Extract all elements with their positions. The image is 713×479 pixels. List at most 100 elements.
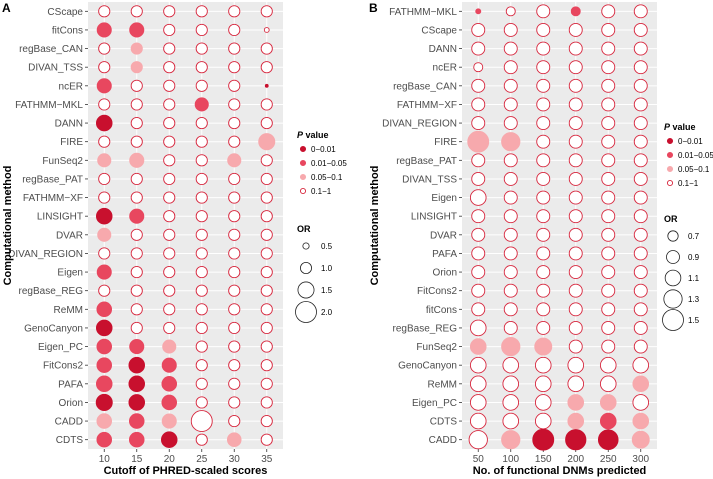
p-legend-title: P value — [297, 130, 329, 140]
data-point — [130, 266, 143, 279]
data-point — [96, 264, 112, 280]
p-legend-label: 0.1−1 — [678, 179, 699, 188]
data-point — [129, 208, 145, 224]
data-point — [501, 132, 521, 152]
data-point — [161, 357, 177, 373]
data-point — [471, 227, 486, 242]
y-axis-title: Computational method — [369, 166, 381, 286]
or-legend-label: 1.3 — [688, 295, 700, 304]
data-point — [195, 228, 208, 241]
y-tick-label: FIRE — [434, 137, 457, 148]
or-legend-label: 2.0 — [321, 308, 333, 317]
data-point — [228, 396, 241, 409]
data-point — [98, 284, 111, 297]
y-tick-label: FATHMM−MKL — [15, 100, 83, 111]
data-point — [95, 319, 113, 337]
data-point — [195, 303, 208, 316]
data-point — [568, 134, 583, 149]
data-point — [260, 5, 273, 18]
y-tick-label: FATHMM−MKL — [389, 7, 457, 18]
data-point — [467, 130, 490, 153]
data-point — [633, 190, 648, 205]
data-point — [568, 209, 583, 224]
data-point — [161, 413, 177, 429]
data-point — [633, 209, 648, 224]
data-point — [536, 78, 551, 93]
data-point — [195, 117, 208, 130]
data-point — [96, 338, 113, 355]
y-tick-label: ncER — [433, 63, 457, 74]
data-point — [568, 283, 583, 298]
data-point — [501, 430, 521, 450]
p-legend-key — [666, 151, 674, 159]
y-tick-label: PAFA — [58, 379, 83, 390]
x-tick-label: 15 — [131, 454, 143, 465]
data-point — [228, 98, 241, 111]
data-point — [163, 266, 176, 279]
data-point — [633, 97, 648, 112]
data-point — [633, 171, 648, 186]
y-tick-label: Eigen — [431, 193, 457, 204]
data-point — [597, 429, 619, 450]
data-point — [568, 78, 583, 93]
data-point — [471, 41, 486, 56]
data-point — [130, 61, 143, 74]
data-point — [130, 321, 143, 334]
data-point — [599, 356, 617, 374]
data-point — [195, 23, 208, 36]
y-tick-label: regBase_PAT — [396, 156, 457, 167]
data-point — [260, 415, 273, 428]
data-point — [162, 339, 177, 354]
data-point — [258, 133, 276, 151]
x-tick-label: 300 — [632, 454, 649, 465]
data-point — [163, 61, 176, 74]
data-point — [98, 135, 111, 148]
data-point — [128, 413, 145, 429]
y-tick-label: LINSIGHT — [411, 212, 457, 223]
data-point — [163, 23, 176, 36]
data-point — [601, 227, 616, 242]
data-point — [260, 266, 273, 279]
data-point — [471, 97, 486, 112]
data-point — [130, 284, 143, 297]
data-point — [163, 303, 176, 316]
data-point — [536, 134, 551, 149]
data-point — [534, 394, 552, 411]
y-tick-label: GenoCanyon — [24, 323, 83, 334]
or-legend-label: 0.9 — [688, 253, 700, 262]
data-point — [163, 321, 176, 334]
data-point — [567, 412, 585, 430]
x-tick-label: 20 — [164, 454, 176, 465]
y-tick-label: regBase_REG — [19, 286, 84, 297]
or-legend-key — [297, 281, 315, 299]
data-point — [195, 359, 208, 372]
data-point — [469, 375, 487, 393]
y-tick-label: regBase_PAT — [22, 174, 83, 185]
y-tick-label: Eigen — [57, 268, 83, 279]
data-point — [536, 227, 551, 242]
data-point — [98, 191, 111, 204]
data-point — [471, 265, 486, 280]
data-point — [534, 412, 552, 430]
data-point — [195, 154, 208, 167]
data-point — [228, 61, 241, 74]
data-point — [567, 356, 585, 374]
data-point — [568, 339, 583, 354]
data-point — [601, 339, 616, 354]
or-legend-key — [302, 242, 310, 250]
data-point — [228, 266, 241, 279]
data-point — [228, 172, 241, 185]
y-tick-label: DVAR — [430, 230, 457, 241]
data-point — [568, 60, 583, 75]
or-legend-key — [295, 301, 317, 323]
data-point — [130, 247, 143, 260]
or-legend-label: 1.5 — [688, 316, 700, 325]
data-point — [633, 4, 648, 19]
y-tick-label: FATHMM−XF — [23, 193, 83, 204]
data-point — [195, 210, 208, 223]
y-axis-title: Computational method — [2, 166, 14, 286]
data-point — [536, 283, 551, 298]
data-point — [228, 377, 241, 390]
x-tick-label: 25 — [196, 454, 208, 465]
or-legend-key — [666, 250, 680, 264]
